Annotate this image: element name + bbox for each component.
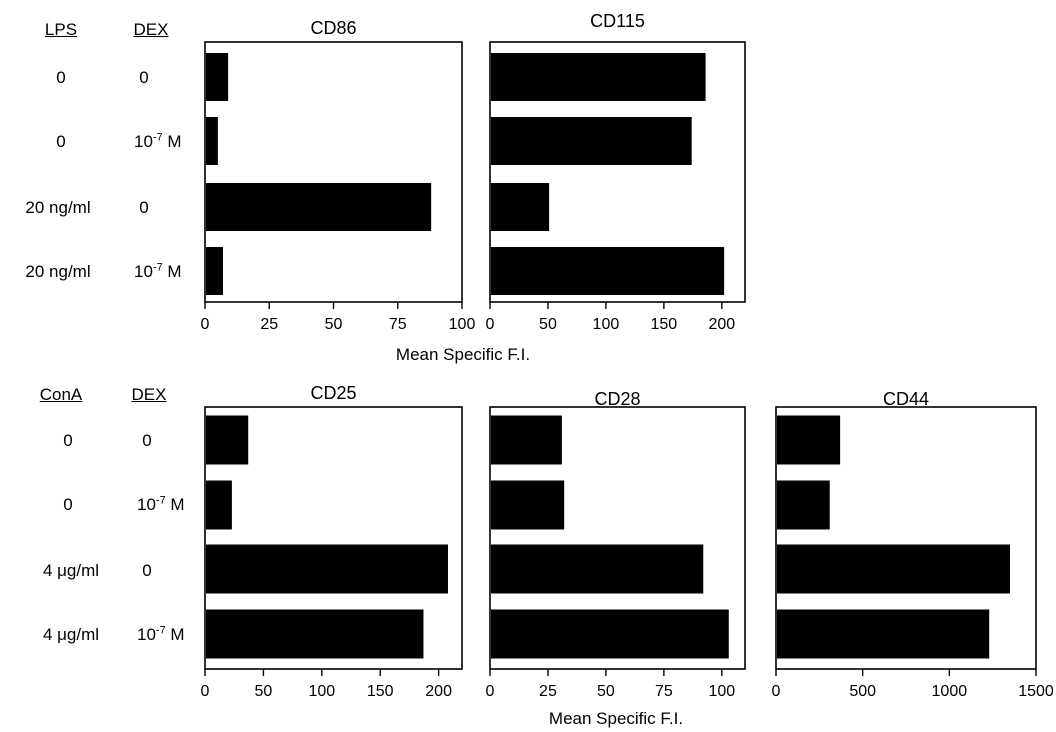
bottom-row-1-cona: 0 bbox=[63, 495, 73, 514]
bottom-row-3-dex: 10-7 M bbox=[137, 624, 185, 644]
cd28-tick-label-1: 25 bbox=[539, 683, 557, 700]
cd28-title: CD28 bbox=[594, 389, 640, 409]
cona-header: ConA bbox=[39, 385, 83, 404]
cd115-tick-label-1: 50 bbox=[539, 316, 557, 333]
top-row-3-lps: 20 ng/ml bbox=[25, 262, 91, 281]
cd28-tick-label-3: 75 bbox=[655, 683, 673, 700]
cd44-tick-label-0: 0 bbox=[772, 683, 781, 700]
cd86-bar-2 bbox=[206, 183, 432, 231]
cd86-bar-3 bbox=[206, 247, 223, 295]
top-row-2-lps: 20 ng/ml bbox=[25, 198, 91, 217]
cd86-tick-label-2: 50 bbox=[325, 316, 343, 333]
bottom-row-2-cona: 4 μg/ml bbox=[42, 561, 100, 580]
cd115-plot-frame bbox=[489, 41, 746, 303]
cd115-bar-2 bbox=[491, 183, 550, 231]
cd25-plot-frame bbox=[204, 406, 463, 670]
cd25-bar-0 bbox=[206, 415, 249, 465]
cd44-plot-frame bbox=[775, 406, 1037, 670]
cd28-tick-label-2: 50 bbox=[597, 683, 615, 700]
top-row-1-lps: 0 bbox=[56, 132, 66, 151]
cd86-tick-label-3: 75 bbox=[389, 316, 407, 333]
cd28-bar-3 bbox=[491, 609, 729, 659]
top-row-0-lps: 0 bbox=[56, 68, 66, 87]
bottom-x-axis-label: Mean Specific F.I. bbox=[548, 709, 684, 728]
cd25-bar-3 bbox=[206, 609, 424, 659]
cd28-bar-1 bbox=[491, 480, 565, 530]
cd28-bar-2 bbox=[491, 544, 704, 594]
cd28-bar-0 bbox=[491, 415, 562, 465]
cd86-tick-label-0: 0 bbox=[201, 316, 210, 333]
cd28-plot-frame bbox=[489, 406, 746, 670]
cd44-bar-0 bbox=[777, 415, 841, 465]
cd25-tick-label-0: 0 bbox=[201, 683, 210, 700]
cd115-bar-0 bbox=[491, 53, 706, 101]
cd115-bar-1 bbox=[491, 117, 692, 165]
cd115-title: CD115 bbox=[590, 11, 645, 31]
bottom-row-3-cona: 4 μg/ml bbox=[42, 625, 100, 644]
cd115-tick-label-0: 0 bbox=[486, 316, 495, 333]
lps-header: LPS bbox=[44, 20, 78, 39]
cd25-bar-2 bbox=[206, 544, 448, 594]
cd44-bar-1 bbox=[777, 480, 830, 530]
cd86-bar-1 bbox=[206, 117, 218, 165]
dex-header-bottom: DEX bbox=[131, 385, 167, 404]
dex-header-top: DEX bbox=[133, 20, 169, 39]
bottom-row-0-cona: 0 bbox=[63, 431, 73, 450]
top-row-3-dex: 10-7 M bbox=[134, 261, 182, 281]
bottom-row-0-dex: 0 bbox=[142, 431, 152, 450]
cd86-plot-frame bbox=[204, 41, 463, 303]
cd25-tick-label-3: 150 bbox=[367, 683, 394, 700]
cd115-tick-label-3: 150 bbox=[651, 316, 678, 333]
cd44-tick-label-1: 500 bbox=[849, 683, 876, 700]
top-row-0-dex: 0 bbox=[139, 68, 149, 87]
cd115-bar-3 bbox=[491, 247, 725, 295]
cd28-tick-label-4: 100 bbox=[708, 683, 735, 700]
bottom-row-2-dex: 0 bbox=[142, 561, 152, 580]
cd86-title: CD86 bbox=[310, 18, 356, 38]
cd86-bar-0 bbox=[206, 53, 229, 101]
top-row-2-dex: 0 bbox=[139, 198, 149, 217]
cd44-bar-2 bbox=[777, 544, 1010, 594]
cd44-tick-label-3: 1500 bbox=[1018, 683, 1054, 700]
cd25-tick-label-4: 200 bbox=[425, 683, 452, 700]
cd25-tick-label-1: 50 bbox=[255, 683, 273, 700]
cd86-tick-label-4: 100 bbox=[449, 316, 476, 333]
top-x-axis-label: Mean Specific F.I. bbox=[395, 345, 531, 364]
cd115-tick-label-4: 200 bbox=[708, 316, 735, 333]
bottom-row-1-dex: 10-7 M bbox=[137, 494, 185, 514]
cd44-tick-label-2: 1000 bbox=[932, 683, 968, 700]
top-row-1-dex: 10-7 M bbox=[134, 131, 182, 151]
cd86-tick-label-1: 25 bbox=[260, 316, 278, 333]
cd44-bar-3 bbox=[777, 609, 990, 659]
cd25-tick-label-2: 100 bbox=[308, 683, 335, 700]
cd28-tick-label-0: 0 bbox=[486, 683, 495, 700]
cd44-title: CD44 bbox=[883, 389, 929, 409]
cd25-title: CD25 bbox=[310, 383, 356, 403]
cd25-bar-1 bbox=[206, 480, 232, 530]
cd115-tick-label-2: 100 bbox=[593, 316, 620, 333]
